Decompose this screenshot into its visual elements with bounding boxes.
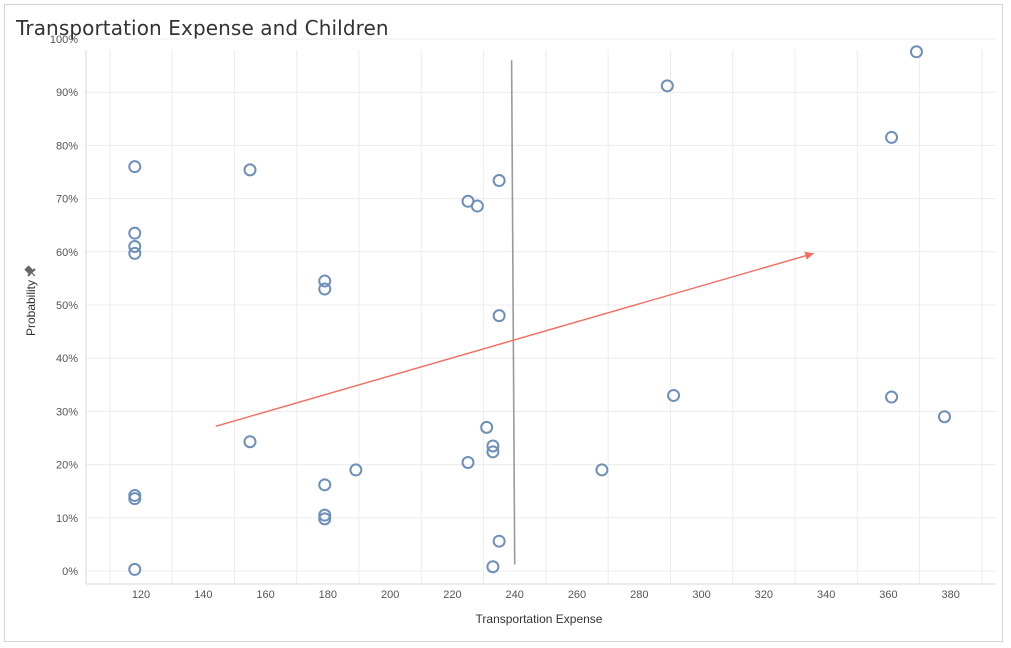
x-tick-label: 340 [817,589,835,601]
grid [85,38,996,585]
chart-title: Transportation Expense and Children [16,16,389,40]
y-tick-label: 70% [56,194,78,206]
x-axis-label: Transportation Expense [476,612,603,626]
data-point[interactable] [486,445,500,459]
data-point[interactable] [318,512,332,526]
data-point[interactable] [492,174,506,188]
vertical-divider-line [510,60,516,565]
x-tick-label: 120 [132,589,150,601]
data-point[interactable] [492,309,506,323]
y-tick-label: 0% [62,566,78,578]
x-tick-label: 180 [319,589,337,601]
x-axis-ticks: 120 140 160 180 200 220 240 260 280 300 320 340 360 3… [132,589,960,601]
x-tick-label: 380 [942,589,960,601]
data-point[interactable] [128,562,142,576]
data-point[interactable] [937,410,951,424]
data-point[interactable] [318,508,332,522]
data-point[interactable] [318,478,332,492]
data-point[interactable] [128,226,142,240]
data-point[interactable] [128,492,142,506]
x-tick-label: 260 [568,589,586,601]
trend-arrow [215,251,814,427]
y-tick-label: 10% [56,513,78,525]
data-point[interactable] [243,163,257,177]
y-axis-label-group: Probability [24,280,38,336]
data-point[interactable] [318,282,332,296]
data-point[interactable] [128,160,142,174]
data-point[interactable] [492,534,506,548]
data-point[interactable] [909,45,923,59]
x-tick-label: 240 [506,589,524,601]
x-tick-label: 300 [692,589,710,601]
chart-frame [4,4,1003,642]
data-point[interactable] [480,420,494,434]
data-point[interactable] [318,274,332,288]
y-tick-label: 90% [56,87,78,99]
y-tick-label: 30% [56,406,78,418]
annotations [215,60,814,565]
y-axis-label: Probability [24,280,38,336]
data-point[interactable] [486,439,500,453]
data-point[interactable] [885,130,899,144]
y-tick-label: 100% [50,34,78,46]
x-tick-label: 160 [256,589,274,601]
x-tick-label: 320 [755,589,773,601]
data-point[interactable] [349,463,363,477]
y-tick-label: 50% [56,300,78,312]
x-tick-label: 140 [194,589,212,601]
x-tick-label: 280 [630,589,648,601]
data-point[interactable] [243,435,257,449]
data-point[interactable] [470,199,484,213]
data-point[interactable] [595,463,609,477]
data-point[interactable] [667,388,681,402]
data-point[interactable] [128,239,142,253]
data-point[interactable] [885,390,899,404]
data-point[interactable] [128,246,142,260]
y-tick-label: 40% [56,353,78,365]
y-tick-label: 60% [56,247,78,259]
pin-icon[interactable] [23,264,39,280]
y-tick-label: 80% [56,140,78,152]
x-tick-label: 220 [443,589,461,601]
data-point[interactable] [461,455,475,469]
data-point[interactable] [660,79,674,93]
x-tick-label: 200 [381,589,399,601]
y-axis-ticks: 0% 10% 20% 30% 40% 50% 60% 70% 80% 90% 100% [50,34,78,578]
data-point[interactable] [486,560,500,574]
data-points [128,45,951,576]
x-tick-label: 360 [879,589,897,601]
y-tick-label: 20% [56,460,78,472]
